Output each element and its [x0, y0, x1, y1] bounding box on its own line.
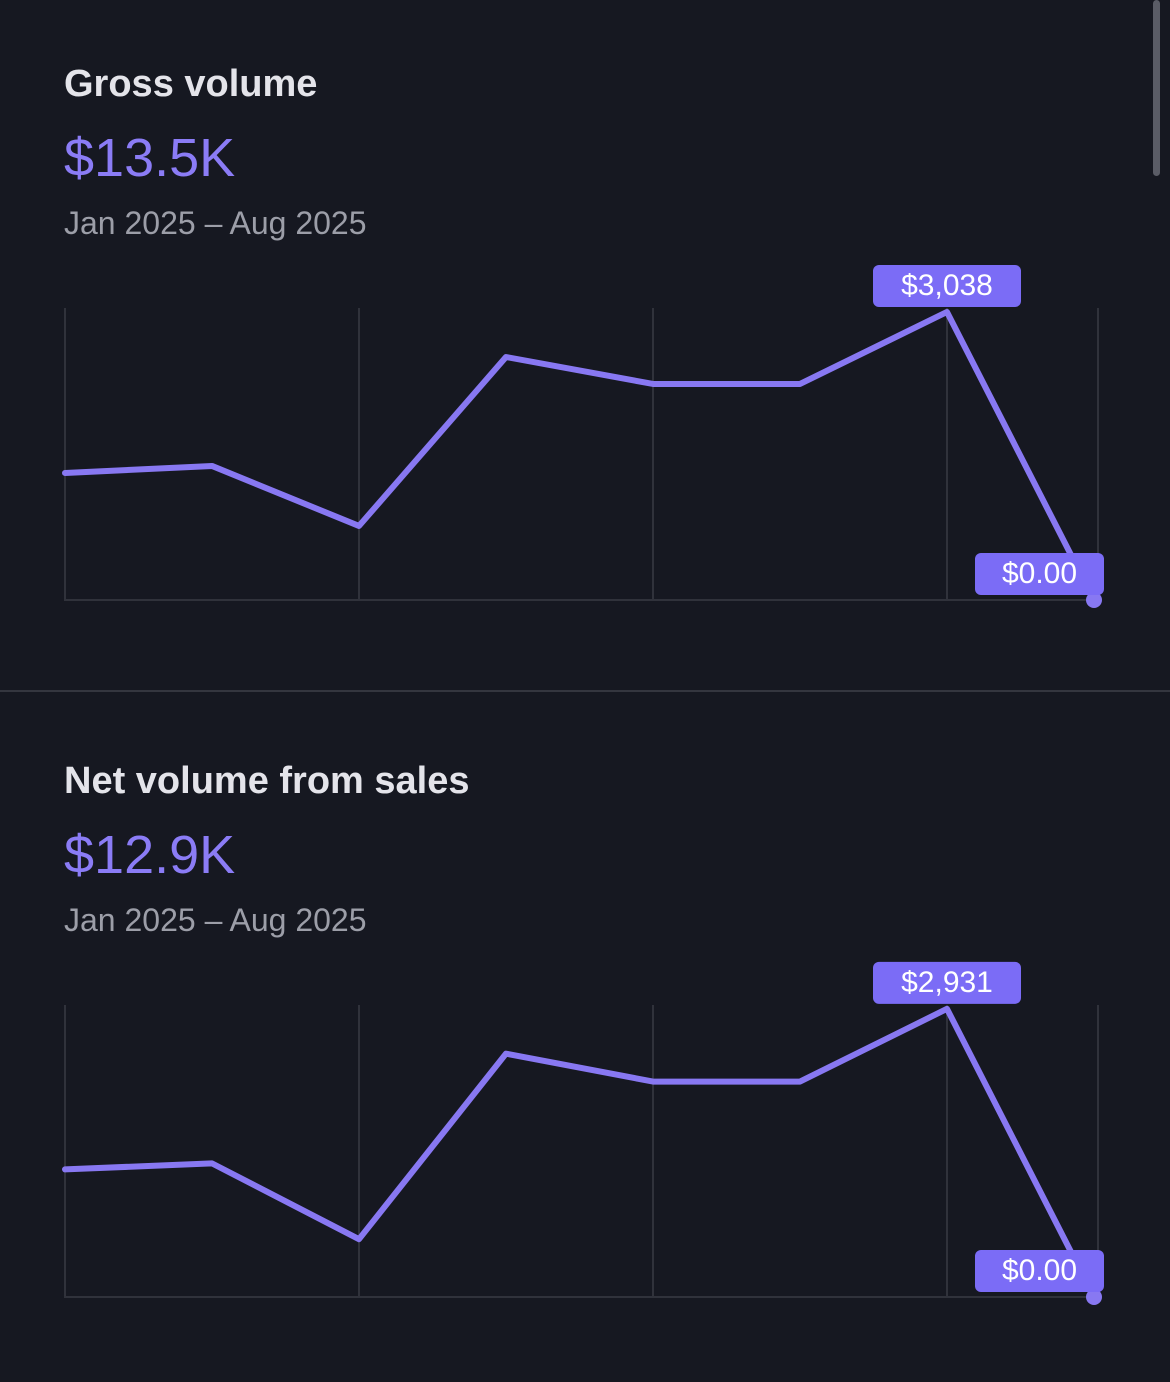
value-label-box [975, 553, 1104, 595]
date-range: Jan 2025 – Aug 2025 [64, 902, 367, 938]
value-label: $3,038 [901, 269, 993, 302]
value-label-box [873, 961, 1021, 1004]
value-label: $2,931 [901, 966, 993, 999]
chart-title: Net volume from sales [64, 760, 469, 802]
headline-value: $12.9K [64, 825, 235, 885]
value-label: $0.00 [1002, 1254, 1077, 1287]
end-dot [1086, 592, 1102, 608]
value-label-box [873, 264, 1021, 307]
chart-title: Gross volume [64, 63, 317, 105]
scrollbar[interactable] [1153, 0, 1160, 176]
headline-value: $13.5K [64, 128, 235, 188]
date-range: Jan 2025 – Aug 2025 [64, 205, 367, 241]
value-label-box [975, 1250, 1104, 1292]
line [62, 308, 1097, 603]
line [62, 1005, 1097, 1300]
end-dot [1086, 1289, 1102, 1305]
value-label: $0.00 [1002, 557, 1077, 590]
